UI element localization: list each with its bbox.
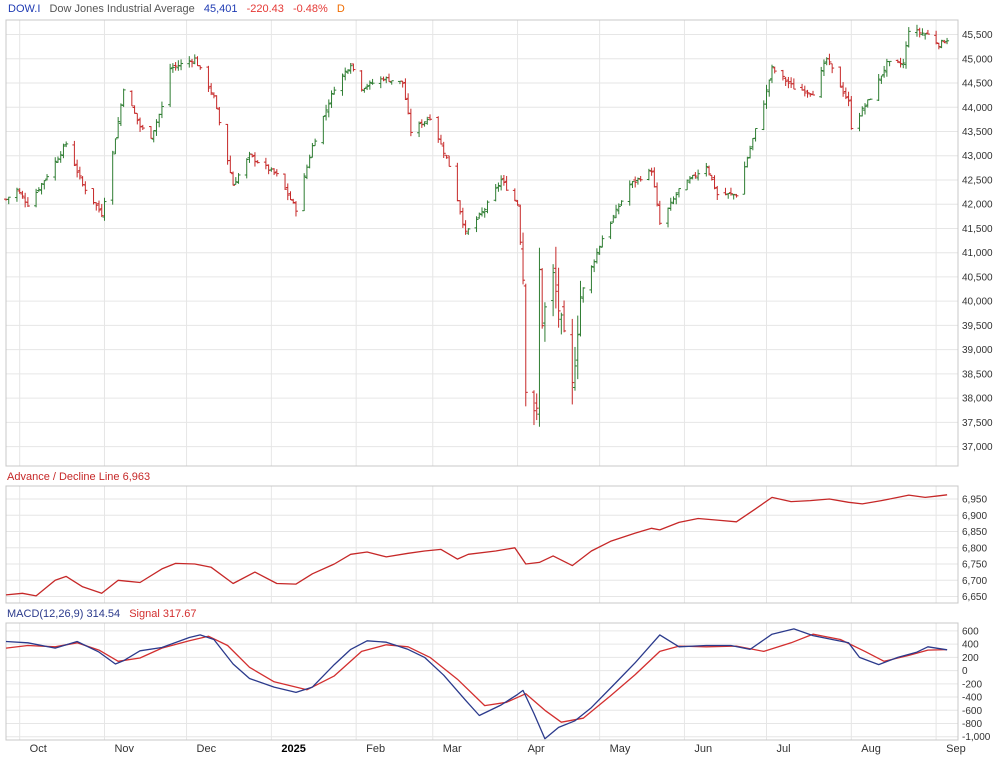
x-tick-label: Sep xyxy=(946,743,966,755)
y-tick-label: 200 xyxy=(962,653,979,664)
signal-label: Signal 317.67 xyxy=(129,608,197,620)
x-tick-label: Mar xyxy=(443,743,462,755)
y-tick-label: 44,500 xyxy=(962,79,993,90)
advance-decline-line xyxy=(5,494,948,597)
y-tick-label: 45,000 xyxy=(962,54,993,65)
y-tick-label: 38,000 xyxy=(962,394,993,405)
y-tick-label: -400 xyxy=(962,693,982,704)
x-tick-label: Apr xyxy=(528,743,545,755)
y-tick-label: 6,750 xyxy=(962,560,987,571)
y-tick-label: 39,000 xyxy=(962,345,993,356)
y-tick-label: 40,000 xyxy=(962,297,993,308)
price-header: DOW.I Dow Jones Industrial Average 45,40… xyxy=(8,3,351,15)
x-tick-label: 2025 xyxy=(281,743,305,755)
y-tick-label: 6,650 xyxy=(962,592,987,603)
index-name-label: Dow Jones Industrial Average xyxy=(49,3,195,15)
y-tick-label: 41,500 xyxy=(962,224,993,235)
panel-frame xyxy=(5,622,959,741)
y-tick-label: 6,700 xyxy=(962,576,987,587)
x-tick-label: Aug xyxy=(861,743,881,755)
panel-frame xyxy=(5,485,959,604)
y-tick-label: 400 xyxy=(962,640,979,651)
x-tick-label: Nov xyxy=(114,743,134,755)
y-tick-label: 45,500 xyxy=(962,30,993,41)
macd-header: MACD(12,26,9) 314.54 Signal 317.67 xyxy=(7,608,202,620)
y-tick-label: 0 xyxy=(962,666,968,677)
panel-frame xyxy=(5,19,959,467)
y-tick-label: 41,000 xyxy=(962,248,993,259)
x-tick-label: Dec xyxy=(197,743,217,755)
y-tick-label: 39,500 xyxy=(962,321,993,332)
y-tick-label: 6,950 xyxy=(962,495,987,506)
y-tick-label: 43,500 xyxy=(962,127,993,138)
x-tick-label: May xyxy=(610,743,631,755)
y-tick-label: 600 xyxy=(962,626,979,637)
macd-label: MACD(12,26,9) 314.54 xyxy=(7,608,121,620)
x-tick-label: Feb xyxy=(366,743,385,755)
y-tick-label: 42,000 xyxy=(962,200,993,211)
change-label: -220.43 xyxy=(246,3,284,15)
period-label[interactable]: D xyxy=(336,3,345,15)
y-tick-label: 6,900 xyxy=(962,511,987,522)
y-tick-label: 42,500 xyxy=(962,175,993,186)
change-pct-label: -0.48% xyxy=(292,3,328,15)
macd-line xyxy=(5,628,948,740)
y-tick-label: 43,000 xyxy=(962,151,993,162)
y-tick-label: -1,000 xyxy=(962,732,991,743)
y-tick-label: -200 xyxy=(962,679,982,690)
y-tick-label: 40,500 xyxy=(962,272,993,283)
x-tick-label: Oct xyxy=(30,743,47,755)
y-tick-label: 38,500 xyxy=(962,369,993,380)
y-tick-label: 37,500 xyxy=(962,418,993,429)
x-tick-label: Jul xyxy=(777,743,791,755)
ad-line-label: Advance / Decline Line 6,963 xyxy=(7,471,151,483)
y-tick-label: 6,850 xyxy=(962,527,987,538)
y-tick-label: -600 xyxy=(962,706,982,717)
y-tick-label: 37,000 xyxy=(962,442,993,453)
y-tick-label: 6,800 xyxy=(962,543,987,554)
last-price-label: 45,401 xyxy=(203,3,238,15)
y-tick-label: 44,000 xyxy=(962,103,993,114)
signal-line xyxy=(5,633,948,723)
x-tick-label: Jun xyxy=(694,743,712,755)
y-tick-label: -800 xyxy=(962,719,982,730)
symbol-label[interactable]: DOW.I xyxy=(8,3,41,15)
